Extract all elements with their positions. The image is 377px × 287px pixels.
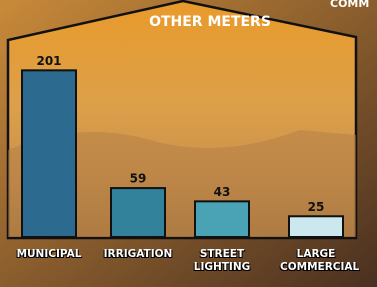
chart-title: OTHER METERS bbox=[149, 14, 271, 30]
value-label: 201 bbox=[36, 54, 61, 68]
bar bbox=[195, 201, 249, 237]
x-tick-label: STREET LIGHTING bbox=[186, 248, 258, 274]
bar bbox=[22, 70, 76, 237]
annotation: COMM bbox=[330, 0, 369, 10]
x-tick-label: MUNICIPAL bbox=[7, 248, 91, 261]
page: {"chart_data": {"type": "bar", "title": … bbox=[0, 0, 377, 287]
bar bbox=[289, 216, 343, 237]
value-label: 43 bbox=[214, 185, 231, 199]
bar bbox=[111, 188, 165, 237]
value-label: 59 bbox=[130, 172, 147, 186]
value-label: 25 bbox=[308, 200, 325, 214]
chart: OTHER METERS COMM 201 59 43 25 bbox=[0, 0, 377, 287]
x-tick-label: LARGE COMMERCIAL bbox=[280, 248, 352, 274]
x-tick-label: IRRIGATION bbox=[102, 248, 174, 261]
